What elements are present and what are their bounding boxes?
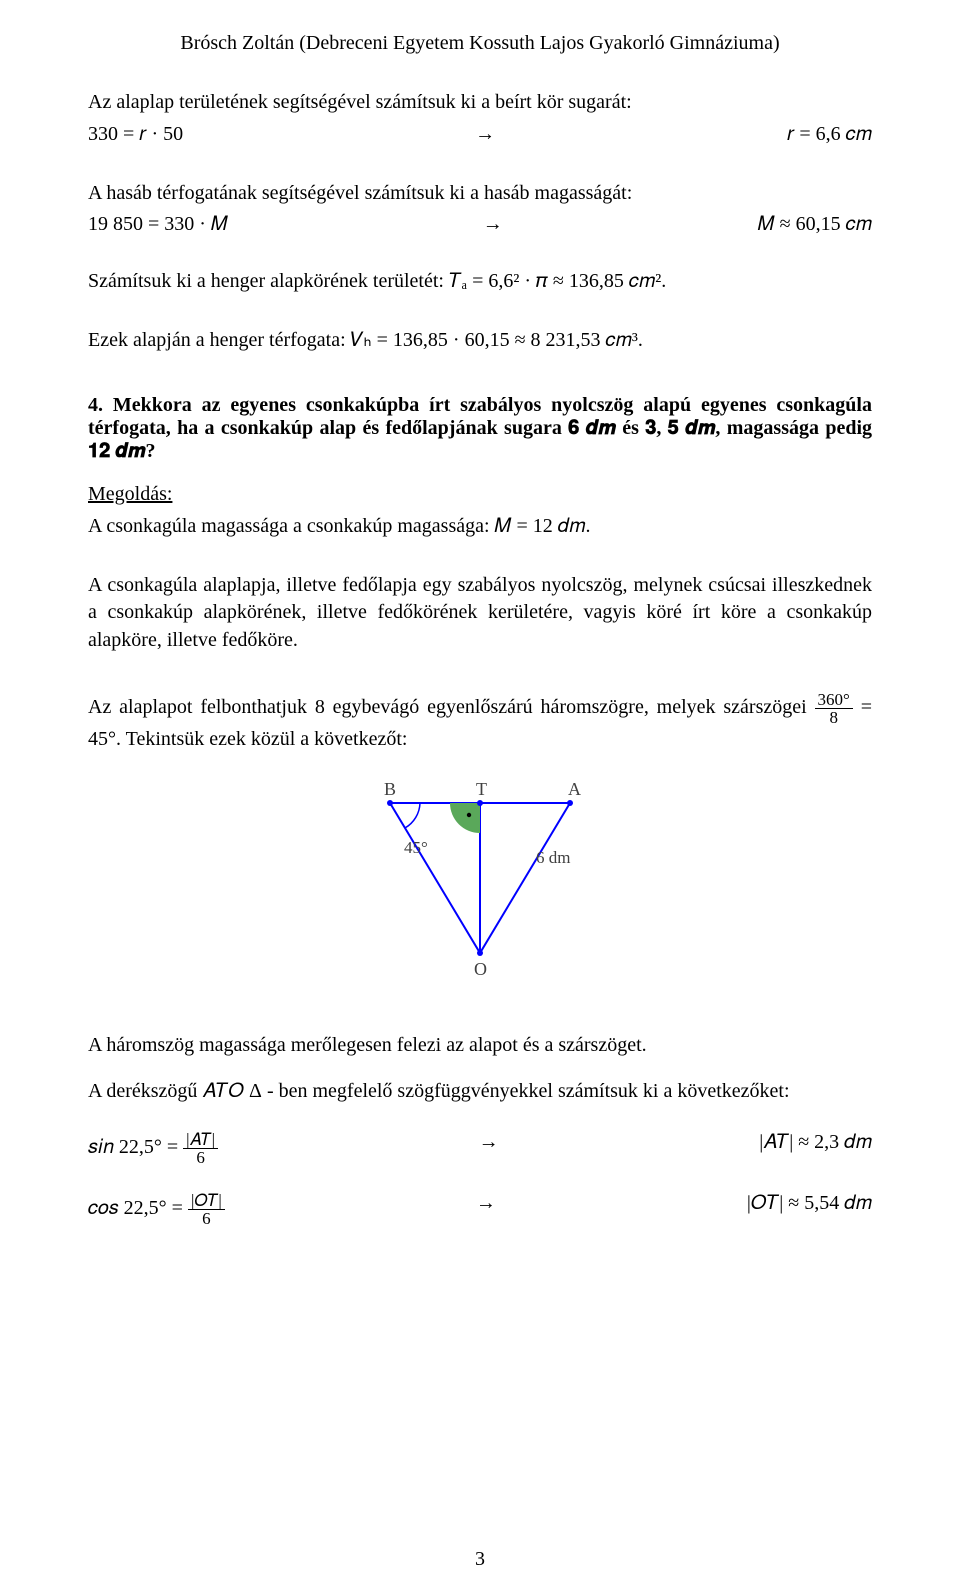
fraction-numerator: |𝑂𝑇| bbox=[188, 1192, 225, 1209]
eq-text: Ezek alapján a henger térfogata: bbox=[88, 329, 351, 351]
fraction-denominator: 6 bbox=[183, 1148, 218, 1166]
fraction-denominator: 6 bbox=[188, 1209, 225, 1227]
fraction: |𝐴𝑇| 6 bbox=[183, 1131, 218, 1166]
page-header: Brósch Zoltán (Debreceni Egyetem Kossuth… bbox=[88, 32, 872, 55]
triangle-figure: B T A O 45° 6 dm bbox=[88, 773, 872, 988]
paragraph: A háromszög magassága merőlegesen felezi… bbox=[88, 1032, 872, 1060]
para-text: A derékszögű bbox=[88, 1080, 202, 1102]
equation-line: Számítsuk ki a henger alapkörének terüle… bbox=[88, 270, 872, 293]
fraction: 360° 8 bbox=[815, 691, 853, 726]
solution-label: Megoldás: bbox=[88, 481, 872, 509]
paragraph: A csonkagúla alaplapja, illetve fedőlapj… bbox=[88, 572, 872, 655]
para-math: 𝐴𝑇𝑂 Δ bbox=[202, 1080, 262, 1102]
para-text: Az alaplapot felbonthatjuk 8 egybevágó e… bbox=[88, 696, 815, 718]
equation-line: Ezek alapján a henger térfogata: 𝑉ₕ = 13… bbox=[88, 327, 872, 352]
sol-text: A csonkagúla magassága a csonkakúp magas… bbox=[88, 515, 495, 537]
angle-marker-top bbox=[450, 803, 480, 833]
fraction-denominator: 8 bbox=[815, 708, 853, 726]
fraction-numerator: |𝐴𝑇| bbox=[183, 1131, 218, 1148]
label-T: T bbox=[476, 779, 487, 799]
eq-right: 𝑀 ≈ 60,15 𝑐𝑚 bbox=[758, 213, 872, 236]
solution-underline: Megoldás: bbox=[88, 483, 172, 505]
equation-row: 𝑐𝑜𝑠 22,5° = |𝑂𝑇| 6 → |𝑂𝑇| ≈ 5,54 𝑑𝑚 bbox=[88, 1192, 872, 1227]
eq-arrow: → bbox=[476, 1192, 496, 1227]
eq-arrow: → bbox=[475, 123, 495, 146]
sol-math: 𝑀 = 12 𝑑𝑚. bbox=[495, 515, 591, 537]
equation-row: 𝑠𝑖𝑛 22,5° = |𝐴𝑇| 6 → |𝐴𝑇| ≈ 2,3 𝑑𝑚 bbox=[88, 1131, 872, 1166]
angle-arc-45 bbox=[405, 803, 420, 828]
eq-arrow: → bbox=[479, 1131, 499, 1166]
triangle-svg: B T A O 45° 6 dm bbox=[350, 773, 610, 983]
equation-row: 19 850 = 330 · 𝑀 → 𝑀 ≈ 60,15 𝑐𝑚 bbox=[88, 213, 872, 236]
eq-left: 19 850 = 330 · 𝑀 bbox=[88, 213, 228, 236]
page: Brósch Zoltán (Debreceni Egyetem Kossuth… bbox=[0, 0, 960, 1585]
eq-left: 𝑐𝑜𝑠 22,5° = |𝑂𝑇| 6 bbox=[88, 1192, 225, 1227]
label-B: B bbox=[384, 779, 396, 799]
vertex-dot bbox=[567, 800, 573, 806]
vertex-dot bbox=[387, 800, 393, 806]
label-45: 45° bbox=[404, 838, 428, 857]
problem-statement: 4. Mekkora az egyenes csonkakúpba írt sz… bbox=[88, 394, 872, 463]
right-angle-dot bbox=[467, 813, 471, 817]
eq-right: |𝐴𝑇| ≈ 2,3 𝑑𝑚 bbox=[759, 1131, 872, 1166]
label-6dm: 6 dm bbox=[536, 848, 570, 867]
page-number: 3 bbox=[0, 1548, 960, 1571]
fraction-numerator: 360° bbox=[815, 691, 853, 708]
paragraph: A hasáb térfogatának segítségével számít… bbox=[88, 180, 872, 208]
vertex-dot bbox=[477, 800, 483, 806]
solution-line: A csonkagúla magassága a csonkakúp magas… bbox=[88, 515, 872, 538]
vertex-dot bbox=[477, 950, 483, 956]
eq-right: 𝑟 = 6,6 𝑐𝑚 bbox=[787, 123, 872, 146]
eq-pre: 𝑠𝑖𝑛 22,5° = bbox=[88, 1136, 183, 1158]
eq-left: 𝑠𝑖𝑛 22,5° = |𝐴𝑇| 6 bbox=[88, 1131, 218, 1166]
fraction: |𝑂𝑇| 6 bbox=[188, 1192, 225, 1227]
paragraph: A derékszögű 𝐴𝑇𝑂 Δ - ben megfelelő szögf… bbox=[88, 1078, 872, 1106]
label-A: A bbox=[568, 779, 581, 799]
eq-left: 330 = 𝑟 · 50 bbox=[88, 123, 183, 146]
para-text: - ben megfelelő szögfüggvényekkel számít… bbox=[262, 1080, 790, 1102]
eq-right: |𝑂𝑇| ≈ 5,54 𝑑𝑚 bbox=[747, 1192, 872, 1227]
eq-text: Számítsuk ki a henger alapkörének terüle… bbox=[88, 270, 449, 292]
equation-row: 330 = 𝑟 · 50 → 𝑟 = 6,6 𝑐𝑚 bbox=[88, 123, 872, 146]
eq-math: 𝑇ₐ = 6,6² · 𝜋 ≈ 136,85 𝑐𝑚². bbox=[449, 270, 666, 292]
paragraph: Az alaplap területének segítségével szám… bbox=[88, 89, 872, 117]
paragraph: Az alaplapot felbonthatjuk 8 egybevágó e… bbox=[88, 691, 872, 754]
eq-arrow: → bbox=[483, 213, 503, 236]
label-O: O bbox=[474, 959, 487, 979]
eq-math: 𝑉ₕ = 136,85 · 60,15 ≈ 8 231,53 𝑐𝑚³. bbox=[351, 329, 643, 351]
eq-pre: 𝑐𝑜𝑠 22,5° = bbox=[88, 1197, 188, 1219]
